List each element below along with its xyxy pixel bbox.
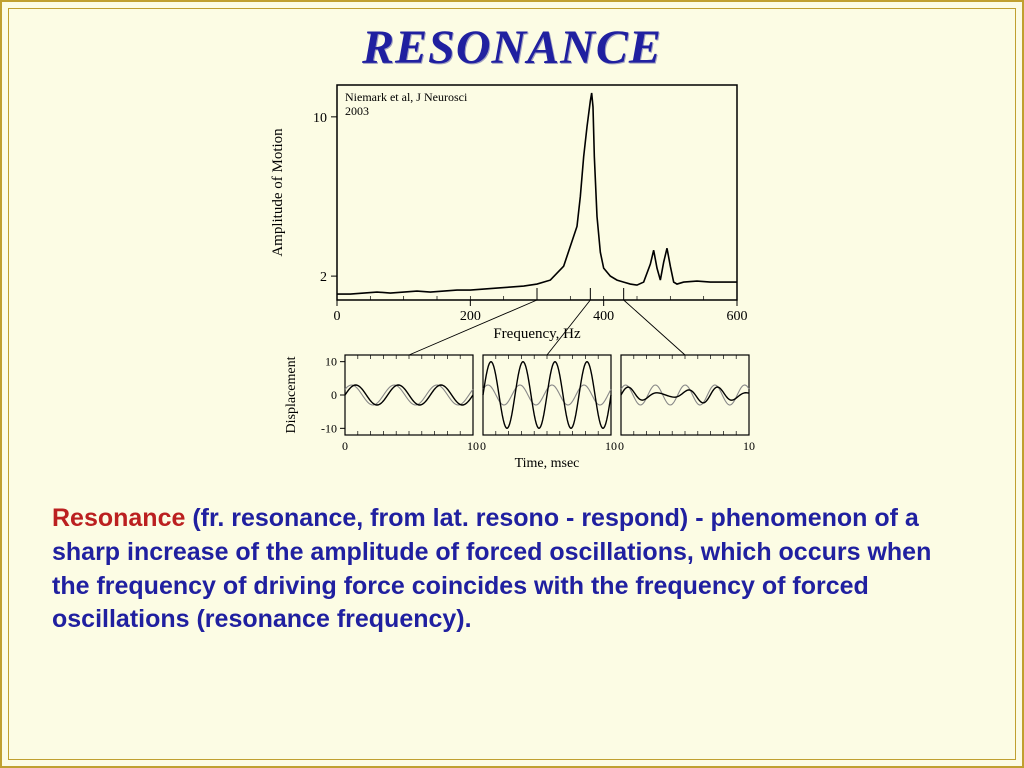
definition-term: Resonance bbox=[52, 504, 185, 532]
slide-inner-border bbox=[8, 8, 1016, 760]
definition-paragraph: Resonance (fr. resonance, from lat. reso… bbox=[52, 502, 972, 637]
